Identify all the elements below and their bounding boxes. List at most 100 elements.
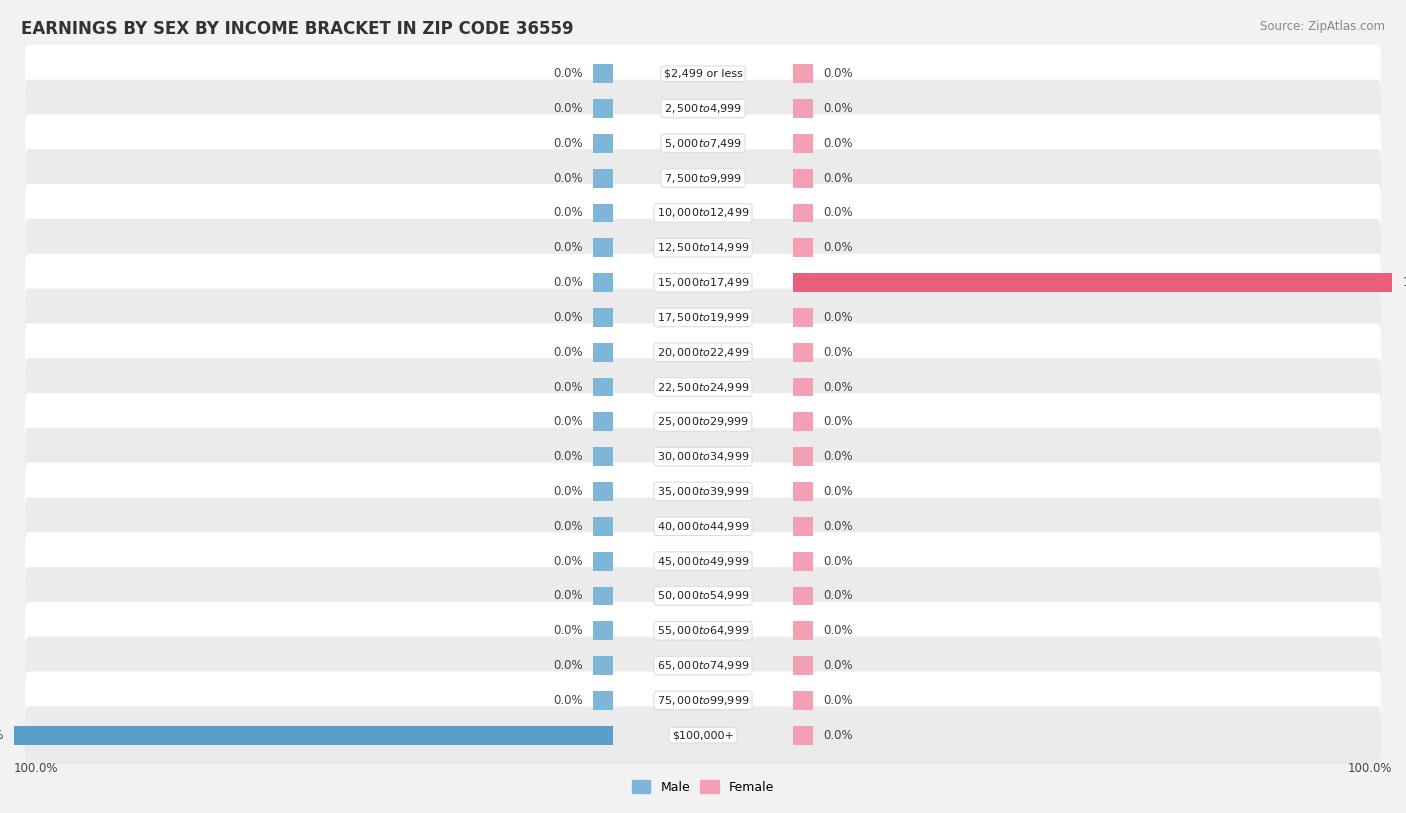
FancyBboxPatch shape — [25, 324, 1381, 381]
Bar — [793, 343, 813, 362]
Bar — [793, 726, 813, 745]
Bar — [593, 482, 613, 501]
Text: $25,000 to $29,999: $25,000 to $29,999 — [657, 415, 749, 428]
Bar — [593, 343, 613, 362]
FancyBboxPatch shape — [25, 672, 1381, 729]
Text: $55,000 to $64,999: $55,000 to $64,999 — [657, 624, 749, 637]
Text: 0.0%: 0.0% — [824, 693, 853, 706]
Text: $22,500 to $24,999: $22,500 to $24,999 — [657, 380, 749, 393]
Bar — [593, 412, 613, 431]
Bar — [593, 273, 613, 292]
Text: 0.0%: 0.0% — [553, 415, 582, 428]
Bar — [593, 621, 613, 640]
FancyBboxPatch shape — [25, 498, 1381, 555]
Text: $20,000 to $22,499: $20,000 to $22,499 — [657, 346, 749, 359]
Bar — [793, 378, 813, 397]
Text: 0.0%: 0.0% — [824, 102, 853, 115]
Text: $2,499 or less: $2,499 or less — [664, 69, 742, 79]
Bar — [793, 621, 813, 640]
Bar — [793, 552, 813, 571]
FancyBboxPatch shape — [25, 150, 1381, 207]
Text: 100.0%: 100.0% — [1347, 762, 1392, 775]
FancyBboxPatch shape — [25, 463, 1381, 520]
Bar — [793, 169, 813, 188]
Bar — [593, 552, 613, 571]
FancyBboxPatch shape — [25, 602, 1381, 659]
FancyBboxPatch shape — [25, 393, 1381, 450]
Text: $75,000 to $99,999: $75,000 to $99,999 — [657, 693, 749, 706]
FancyBboxPatch shape — [25, 219, 1381, 276]
Bar — [593, 656, 613, 675]
Text: 0.0%: 0.0% — [824, 589, 853, 602]
Bar — [14, 726, 613, 745]
Text: $35,000 to $39,999: $35,000 to $39,999 — [657, 485, 749, 498]
Text: 0.0%: 0.0% — [824, 67, 853, 80]
Bar — [593, 586, 613, 606]
Text: 0.0%: 0.0% — [824, 311, 853, 324]
Text: 0.0%: 0.0% — [824, 624, 853, 637]
Bar — [793, 586, 813, 606]
Bar — [593, 308, 613, 327]
Text: 0.0%: 0.0% — [824, 554, 853, 567]
Text: 0.0%: 0.0% — [824, 137, 853, 150]
Text: $45,000 to $49,999: $45,000 to $49,999 — [657, 554, 749, 567]
Text: 0.0%: 0.0% — [553, 207, 582, 220]
FancyBboxPatch shape — [25, 254, 1381, 311]
Bar — [793, 691, 813, 710]
Text: 0.0%: 0.0% — [824, 450, 853, 463]
Text: 0.0%: 0.0% — [553, 485, 582, 498]
Text: 0.0%: 0.0% — [824, 728, 853, 741]
Text: 0.0%: 0.0% — [553, 172, 582, 185]
Bar — [793, 273, 1392, 292]
FancyBboxPatch shape — [25, 289, 1381, 346]
Text: $30,000 to $34,999: $30,000 to $34,999 — [657, 450, 749, 463]
Text: 0.0%: 0.0% — [553, 450, 582, 463]
Bar — [793, 99, 813, 118]
Text: $5,000 to $7,499: $5,000 to $7,499 — [664, 137, 742, 150]
Text: 0.0%: 0.0% — [824, 207, 853, 220]
Text: EARNINGS BY SEX BY INCOME BRACKET IN ZIP CODE 36559: EARNINGS BY SEX BY INCOME BRACKET IN ZIP… — [21, 20, 574, 38]
Text: 0.0%: 0.0% — [824, 520, 853, 533]
Text: 0.0%: 0.0% — [824, 380, 853, 393]
FancyBboxPatch shape — [25, 359, 1381, 416]
Text: 0.0%: 0.0% — [553, 241, 582, 254]
Bar — [593, 691, 613, 710]
Bar — [593, 378, 613, 397]
Text: $40,000 to $44,999: $40,000 to $44,999 — [657, 520, 749, 533]
Bar — [793, 308, 813, 327]
Bar — [593, 99, 613, 118]
FancyBboxPatch shape — [25, 637, 1381, 694]
Text: 0.0%: 0.0% — [553, 589, 582, 602]
FancyBboxPatch shape — [25, 45, 1381, 102]
Text: 0.0%: 0.0% — [553, 276, 582, 289]
Text: 0.0%: 0.0% — [553, 311, 582, 324]
Text: 0.0%: 0.0% — [553, 346, 582, 359]
FancyBboxPatch shape — [25, 428, 1381, 485]
Text: Source: ZipAtlas.com: Source: ZipAtlas.com — [1260, 20, 1385, 33]
Bar — [593, 64, 613, 83]
Text: 100.0%: 100.0% — [1402, 276, 1406, 289]
Bar — [793, 517, 813, 536]
Text: $65,000 to $74,999: $65,000 to $74,999 — [657, 659, 749, 672]
Bar — [593, 169, 613, 188]
FancyBboxPatch shape — [25, 80, 1381, 137]
Text: 100.0%: 100.0% — [14, 762, 59, 775]
Text: 100.0%: 100.0% — [0, 728, 4, 741]
FancyBboxPatch shape — [25, 184, 1381, 242]
FancyBboxPatch shape — [25, 115, 1381, 172]
Text: $50,000 to $54,999: $50,000 to $54,999 — [657, 589, 749, 602]
Bar — [593, 134, 613, 153]
Bar — [593, 203, 613, 223]
Text: 0.0%: 0.0% — [824, 172, 853, 185]
Bar — [793, 203, 813, 223]
Bar — [793, 238, 813, 257]
Text: 0.0%: 0.0% — [553, 520, 582, 533]
Bar — [793, 64, 813, 83]
Text: 0.0%: 0.0% — [553, 102, 582, 115]
Text: 0.0%: 0.0% — [553, 380, 582, 393]
Legend: Male, Female: Male, Female — [627, 776, 779, 799]
FancyBboxPatch shape — [25, 706, 1381, 764]
Text: 0.0%: 0.0% — [824, 485, 853, 498]
Text: 0.0%: 0.0% — [824, 659, 853, 672]
Bar — [793, 447, 813, 466]
